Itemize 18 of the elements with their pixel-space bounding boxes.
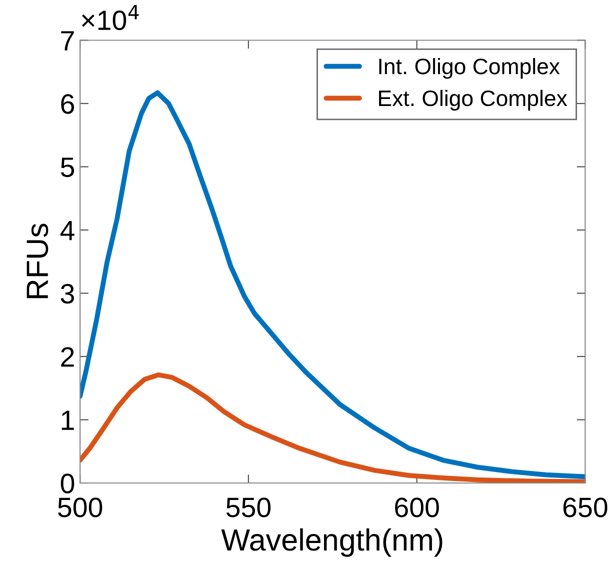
y-tick-label: 5 bbox=[60, 158, 74, 178]
legend-label: Ext. Oligo Complex bbox=[379, 90, 568, 111]
y-tick-label: 6 bbox=[61, 94, 74, 114]
y-tick-label: 3 bbox=[60, 284, 74, 304]
text: ×10$^{4}$ bbox=[82, 5, 139, 30]
x-tick-label: 550 bbox=[226, 498, 271, 518]
y-tick-label: 1 bbox=[62, 410, 74, 430]
x-axis-title: Wavelength(nm) bbox=[221, 528, 442, 557]
line-series bbox=[80, 90, 586, 480]
y-tick-label: 0 bbox=[60, 474, 74, 494]
y-tick-label: 7 bbox=[61, 31, 74, 50]
x-tick-label: 600 bbox=[395, 498, 439, 518]
x-tick-label: 500 bbox=[58, 498, 102, 518]
x-tick-label: 650 bbox=[563, 498, 608, 518]
y-tick-label: 4 bbox=[60, 220, 74, 240]
y-axis-title: RFUs bbox=[26, 224, 48, 298]
legend-label: Int. Oligo Complex bbox=[379, 58, 560, 79]
y-tick-label: 2 bbox=[61, 347, 74, 367]
